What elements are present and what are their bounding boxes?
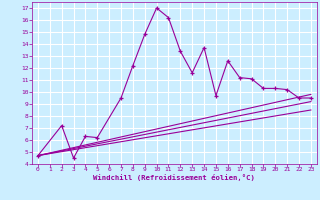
X-axis label: Windchill (Refroidissement éolien,°C): Windchill (Refroidissement éolien,°C) [93,174,255,181]
